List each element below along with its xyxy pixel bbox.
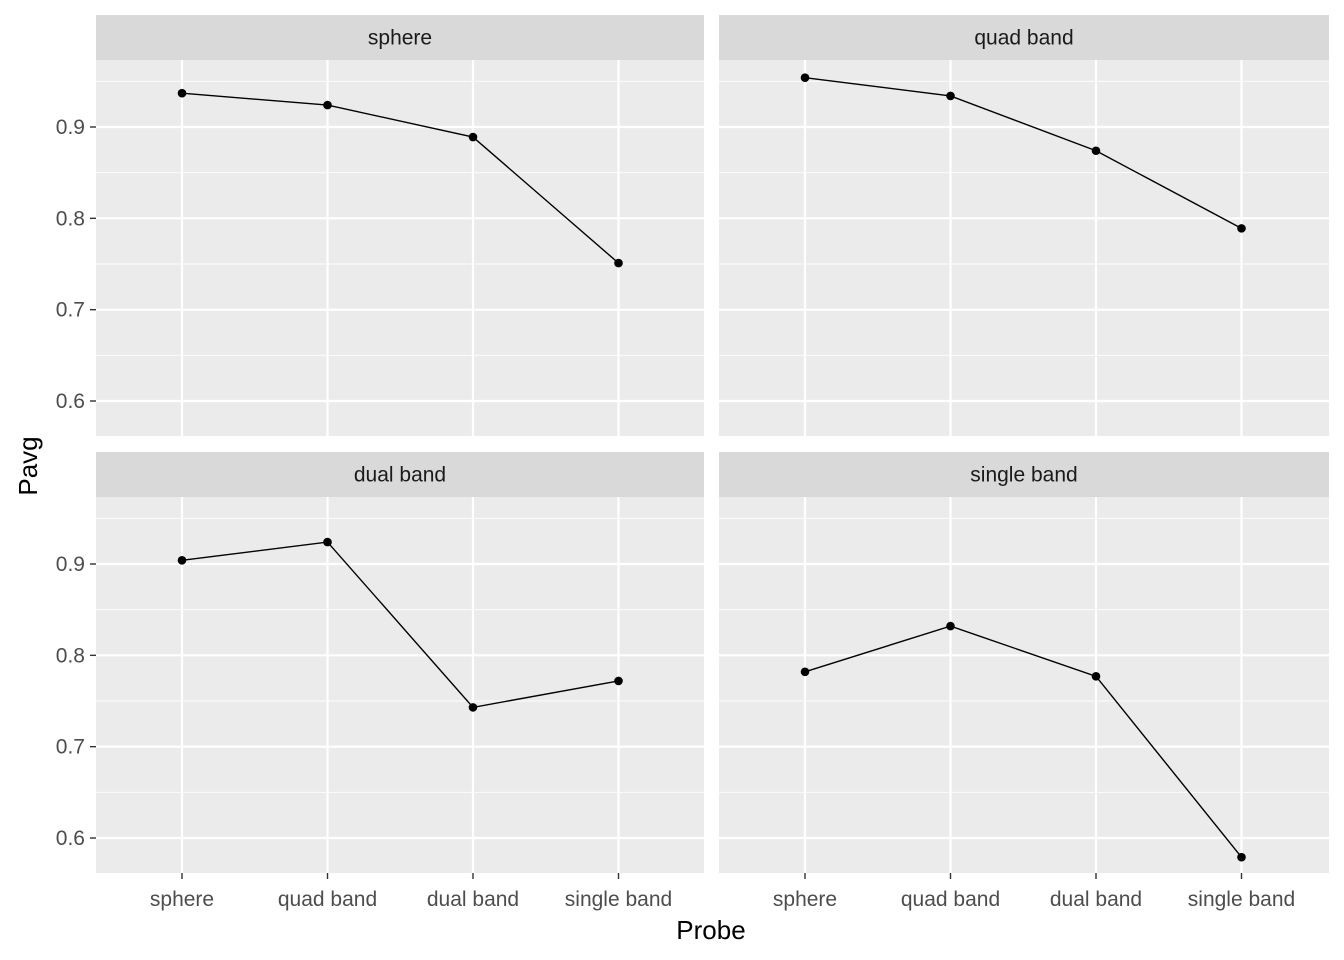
y-tick-label: 0.9: [56, 553, 85, 576]
data-point-single-band: [1237, 224, 1246, 233]
data-point-dual-band: [1091, 146, 1101, 156]
y-axis-tick-labels: 0.6 0.7 0.8 0.9 0.6 0.7 0.8 0.9: [56, 116, 96, 850]
data-point-dual-band: [468, 132, 478, 142]
panel-background: [719, 60, 1329, 436]
facet-single-band: single band: [719, 452, 1329, 873]
x-tick-label: single band: [565, 888, 672, 911]
y-tick-label: 0.8: [56, 207, 85, 230]
panel-background: [719, 497, 1329, 873]
facet-strip: [719, 15, 1329, 60]
facet-strip-label: dual band: [354, 464, 446, 487]
data-point-sphere: [177, 88, 187, 98]
data-point-single-band: [614, 676, 623, 686]
facet-sphere: sphere: [96, 15, 704, 436]
y-tick-label: 0.6: [56, 390, 85, 413]
y-tick-label: 0.8: [56, 644, 85, 667]
x-tick-label: quad band: [278, 888, 377, 911]
x-tick-label: dual band: [1050, 888, 1142, 911]
facet-dual-band: dual band: [96, 452, 704, 873]
data-point-quad-band: [323, 537, 332, 547]
x-tick-label: dual band: [427, 888, 519, 911]
series-line: [804, 625, 1243, 858]
data-point-single-band: [614, 258, 623, 268]
data-point-sphere: [800, 73, 810, 82]
data-point-quad-band: [946, 91, 955, 101]
data-point-sphere: [177, 556, 187, 565]
x-tick-label: sphere: [150, 888, 214, 911]
y-tick-label: 0.9: [56, 116, 85, 139]
y-tick-label: 0.7: [56, 299, 85, 322]
facet-panels: sphere quad band dual band single band: [96, 15, 1329, 873]
data-point-quad-band: [323, 100, 332, 110]
x-tick-label: quad band: [901, 888, 1000, 911]
y-tick-label: 0.7: [56, 736, 85, 759]
data-point-dual-band: [468, 703, 478, 712]
facet-quad-band: quad band: [719, 15, 1329, 436]
panel-background: [96, 497, 704, 873]
x-axis-tick-labels: sphere quad band dual band single band spher…: [150, 873, 1295, 911]
facet-strip-label: quad band: [974, 27, 1073, 50]
x-tick-label: sphere: [773, 888, 837, 911]
facet-strip: [96, 15, 704, 60]
facet-strip-label: single band: [970, 464, 1077, 487]
series-line: [804, 76, 1242, 229]
facet-strip: [719, 452, 1329, 497]
facet-strip-label: sphere: [368, 27, 432, 50]
series-line: [181, 541, 619, 709]
data-point-dual-band: [1091, 672, 1101, 681]
y-tick-label: 0.6: [56, 827, 85, 850]
facet-strip: [96, 452, 704, 497]
data-point-sphere: [800, 667, 810, 677]
series-line: [181, 92, 619, 264]
x-axis-title: Probe: [676, 915, 745, 945]
data-point-single-band: [1237, 852, 1246, 862]
x-tick-label: single band: [1188, 888, 1295, 911]
y-axis-title: Pavg: [13, 436, 43, 495]
panel-background: [96, 60, 704, 436]
data-point-quad-band: [946, 621, 955, 631]
